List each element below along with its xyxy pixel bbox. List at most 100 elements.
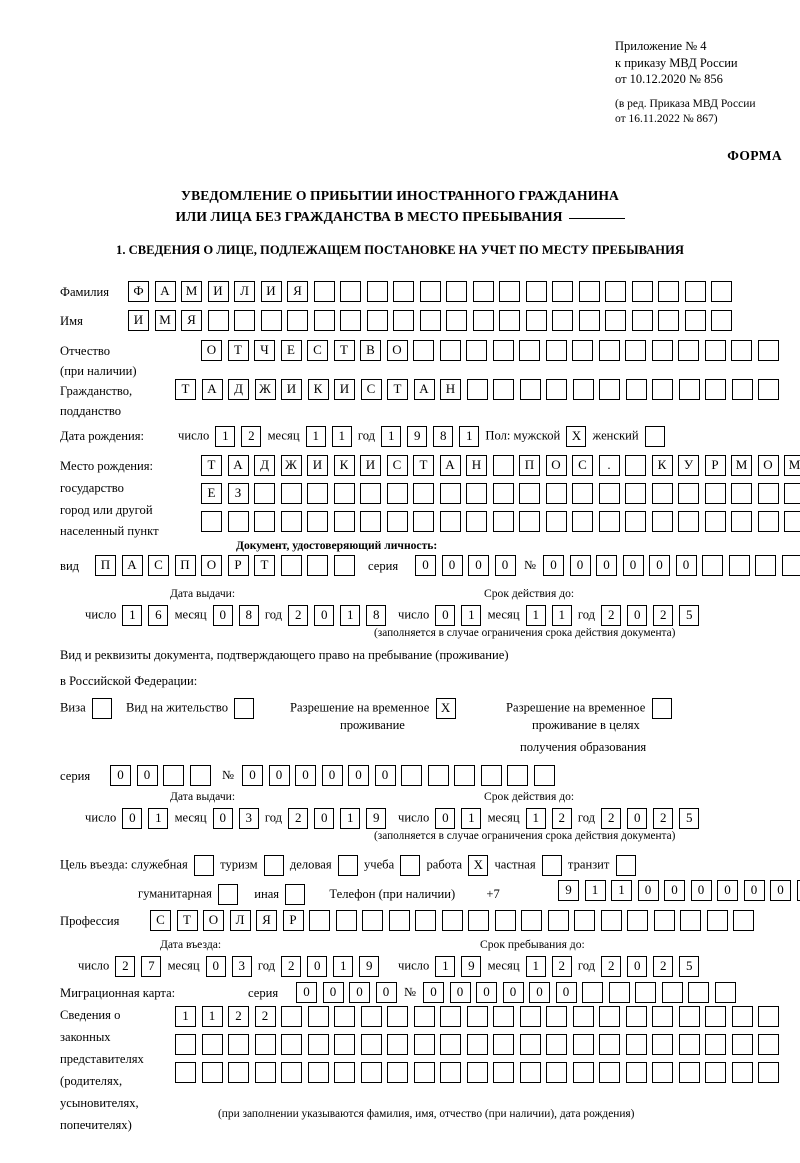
mig-number-cell-9[interactable]: [635, 982, 656, 1003]
doc-issue-year-2[interactable]: 0: [314, 604, 335, 626]
birth-place-r1-cell-13[interactable]: П: [519, 455, 540, 476]
surname-cell-4[interactable]: И: [207, 281, 229, 302]
legal-rep-r3-cell-4[interactable]: [254, 1062, 276, 1083]
surname-cell-10[interactable]: [366, 281, 388, 302]
legal-rep-r2-cell-5[interactable]: [281, 1034, 302, 1055]
profession-cell-13[interactable]: [468, 910, 489, 931]
legal-rep-r1-cell-16[interactable]: [572, 1006, 594, 1027]
profession-cell-3[interactable]: О: [203, 910, 224, 931]
patronymic-cell-21[interactable]: [731, 340, 752, 361]
birth-place-r2-cell-14[interactable]: [545, 483, 567, 504]
birth-place-r3-cell-11[interactable]: [466, 511, 487, 532]
phone-cell-6[interactable]: 0: [690, 880, 712, 901]
mig-number-cell-11[interactable]: [688, 982, 709, 1003]
stay-day-2[interactable]: 9: [461, 955, 482, 977]
legal-rep-r1-cell-6[interactable]: [307, 1006, 329, 1027]
sex-female-checkbox[interactable]: [644, 425, 665, 447]
legal-rep-r1-cell-12[interactable]: [466, 1006, 488, 1027]
legal-rep-r2-cell-8[interactable]: [360, 1034, 382, 1055]
name-cell-10[interactable]: [366, 310, 388, 331]
legal-rep-row-3-cells[interactable]: [175, 1062, 779, 1083]
birth-place-r2-cell-21[interactable]: [731, 483, 752, 504]
birth-place-r1-cell-8[interactable]: С: [386, 455, 408, 476]
birth-place-r1-cell-6[interactable]: К: [333, 455, 355, 476]
birth-place-r1-cell-14[interactable]: О: [545, 455, 567, 476]
citizenship-cell-16[interactable]: [572, 379, 594, 400]
surname-cell-2[interactable]: А: [154, 281, 176, 302]
citizenship-cell-9[interactable]: Т: [387, 379, 408, 400]
birth-place-r2-cell-2[interactable]: З: [227, 483, 249, 504]
purpose-work-checkbox[interactable]: X: [468, 854, 489, 876]
patronymic-cell-13[interactable]: [519, 340, 540, 361]
name-cell-2[interactable]: М: [154, 310, 176, 331]
legal-rep-r3-cell-1[interactable]: [175, 1062, 196, 1083]
doc-issue-year-4[interactable]: 8: [366, 604, 387, 626]
entry-year-1[interactable]: 2: [281, 955, 302, 977]
legal-rep-r1-cell-10[interactable]: [413, 1006, 435, 1027]
birth-place-r2-cell-22[interactable]: [757, 483, 779, 504]
surname-cell-17[interactable]: [552, 281, 573, 302]
surname-cell-15[interactable]: [499, 281, 520, 302]
doc-number-cell-1[interactable]: 0: [543, 555, 564, 576]
legal-rep-r2-cell-11[interactable]: [440, 1034, 461, 1055]
name-cell-6[interactable]: [260, 310, 282, 331]
stay-month-2[interactable]: 2: [551, 955, 572, 977]
permit-issue-year-4[interactable]: 9: [366, 807, 387, 829]
citizenship-cell-13[interactable]: [493, 379, 514, 400]
citizenship-cell-3[interactable]: Д: [228, 379, 249, 400]
name-cell-21[interactable]: [658, 310, 679, 331]
legal-rep-r1-cell-20[interactable]: [678, 1006, 700, 1027]
birth-place-row-3-cells[interactable]: [201, 511, 800, 532]
permit-number-cell-9[interactable]: [454, 765, 475, 786]
citizenship-cell-4[interactable]: Ж: [254, 379, 276, 400]
citizenship-cell-15[interactable]: [546, 379, 567, 400]
birth-place-r3-cell-16[interactable]: [598, 511, 620, 532]
doc-issue-month-1[interactable]: 0: [212, 604, 233, 626]
birth-place-r1-cell-15[interactable]: С: [572, 455, 593, 476]
phone-cell-8[interactable]: 0: [743, 880, 765, 901]
legal-rep-r2-cell-12[interactable]: [466, 1034, 488, 1055]
doc-valid-year-2[interactable]: 0: [627, 604, 648, 626]
legal-rep-r2-cell-21[interactable]: [705, 1034, 726, 1055]
birth-place-r1-cell-3[interactable]: Д: [254, 455, 275, 476]
doc-valid-month-2[interactable]: 1: [551, 604, 572, 626]
birth-place-r3-cell-18[interactable]: [651, 511, 673, 532]
citizenship-cell-21[interactable]: [705, 379, 726, 400]
birth-place-r3-cell-3[interactable]: [254, 511, 275, 532]
doc-number-cell-8[interactable]: [728, 555, 750, 576]
permit-issue-month-2[interactable]: 3: [238, 807, 259, 829]
doc-issue-day-1[interactable]: 1: [122, 604, 143, 626]
patronymic-cell-9[interactable]: [413, 340, 434, 361]
patronymic-cell-12[interactable]: [492, 340, 514, 361]
birth-place-r2-cell-11[interactable]: [466, 483, 487, 504]
patronymic-cell-14[interactable]: [545, 340, 567, 361]
doc-valid-year-4[interactable]: 5: [679, 604, 700, 626]
birth-place-r3-cell-19[interactable]: [678, 511, 699, 532]
patronymic-cell-8[interactable]: О: [386, 340, 408, 361]
birth-place-r2-cell-1[interactable]: Е: [201, 483, 222, 504]
birth-place-r3-cell-14[interactable]: [545, 511, 567, 532]
surname-cell-20[interactable]: [631, 281, 653, 302]
birth-place-r1-cell-16[interactable]: .: [598, 455, 620, 476]
birth-place-r1-cell-5[interactable]: И: [307, 455, 328, 476]
birth-place-r2-cell-19[interactable]: [678, 483, 699, 504]
mig-number-cell-6[interactable]: 0: [555, 982, 577, 1003]
permit-issue-year-3[interactable]: 1: [340, 807, 361, 829]
profession-cell-15[interactable]: [521, 910, 542, 931]
birth-place-r1-cell-20[interactable]: Р: [704, 455, 726, 476]
profession-cell-4[interactable]: Л: [229, 910, 251, 931]
birth-place-r3-cell-21[interactable]: [731, 511, 752, 532]
name-cell-1[interactable]: И: [128, 310, 149, 331]
residence-permit-checkbox[interactable]: [234, 697, 255, 719]
birth-place-r2-cell-20[interactable]: [704, 483, 726, 504]
birth-place-r3-cell-8[interactable]: [386, 511, 408, 532]
doc-issue-day-2[interactable]: 6: [148, 604, 169, 626]
doc-number-cell-7[interactable]: [702, 555, 723, 576]
patronymic-cell-22[interactable]: [757, 340, 779, 361]
birth-place-r3-cell-10[interactable]: [439, 511, 461, 532]
birth-year-1[interactable]: 1: [381, 425, 402, 447]
name-cell-19[interactable]: [605, 310, 626, 331]
legal-rep-r1-cell-8[interactable]: [360, 1006, 382, 1027]
